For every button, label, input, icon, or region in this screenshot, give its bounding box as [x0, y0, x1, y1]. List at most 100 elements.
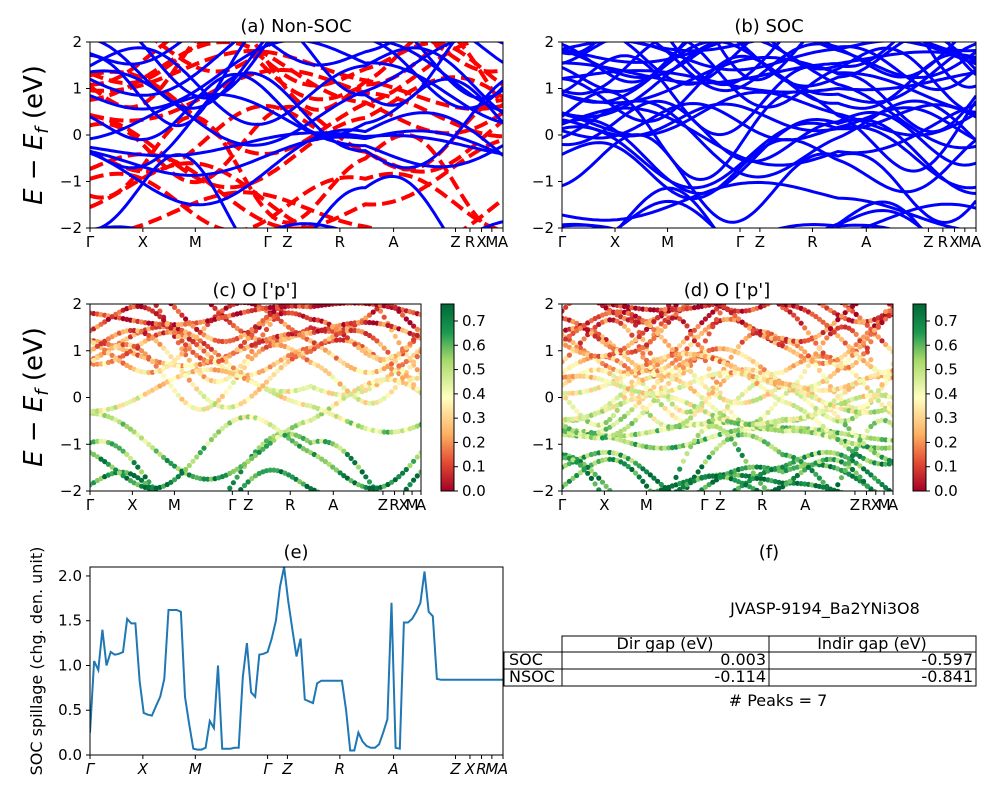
panel-d-band-point	[655, 478, 661, 484]
panel-c-band-point	[142, 438, 148, 444]
panel-b-xtick-label: A	[861, 233, 872, 251]
panel-d-band-point	[747, 267, 752, 272]
panel-d-band-point	[724, 432, 731, 438]
panel-a-ytick-label: 2	[72, 33, 82, 51]
panel-d-band-point	[692, 501, 697, 506]
panel-d-band-point	[828, 494, 833, 499]
panel-c-band-point	[271, 342, 277, 348]
panel-d-band-point	[853, 311, 859, 317]
panel-c-band-point	[319, 341, 325, 347]
panel-d-band-point	[762, 273, 767, 278]
panel-c-band-point	[371, 298, 376, 303]
panel-d-band-point	[691, 355, 698, 361]
panel-d-band-point	[615, 496, 620, 501]
panel-c-band-point	[168, 354, 174, 360]
panel-c-band-point	[201, 523, 206, 528]
panel-c-band-point	[135, 278, 140, 283]
panel-c-band-point	[168, 361, 174, 367]
panel-d-band-point	[688, 385, 694, 391]
panel-c-band-point	[289, 327, 295, 333]
panel-c-band-point	[172, 322, 178, 328]
panel-c-band-point	[197, 345, 203, 351]
panel-c-xtick-label: R	[389, 496, 399, 514]
panel-e-xtick-label: X	[137, 760, 149, 778]
panel-d-band-point	[842, 443, 848, 449]
panel-c-band-point	[179, 274, 184, 279]
panel-c-band-point	[183, 522, 188, 527]
panel-d-band-point	[673, 415, 679, 421]
panel-d-band-point	[876, 291, 881, 296]
panel-c-band-point	[355, 320, 362, 326]
panel-d-band-point	[677, 316, 683, 322]
panel-c-band-point	[355, 464, 362, 470]
panel-d-band-point	[670, 503, 675, 508]
panel-d-band-point	[626, 507, 631, 512]
panel-c-band-point	[127, 327, 134, 334]
panel-c-band-point	[223, 355, 229, 361]
panel-c-band-point	[154, 287, 159, 292]
panel-d-band-point	[883, 445, 889, 451]
panel-d-band-point	[890, 368, 893, 374]
panel-d-band-point	[651, 257, 656, 262]
panel-d-band-point	[780, 282, 785, 287]
panel-d-band-point	[747, 385, 753, 391]
panel-d-band-point	[673, 523, 678, 528]
panel-c-band-point	[275, 427, 281, 433]
panel-d-band-point	[633, 470, 639, 476]
panel-c-band-point	[168, 383, 174, 389]
panel-c-band-point	[91, 357, 97, 363]
panel-c-band-point	[385, 429, 391, 435]
panel-c-band-point	[179, 470, 185, 476]
panel-c-band-point	[396, 308, 402, 314]
panel-d-band-point	[876, 514, 881, 519]
colorbar-d-tick-label: 0.3	[934, 409, 958, 427]
panel-c-band-point	[127, 348, 134, 354]
panel-d-band-point	[827, 358, 834, 364]
panel-c-band-point	[404, 278, 409, 283]
panel-d-band-point	[821, 289, 826, 294]
panel-c-band-point	[414, 367, 420, 373]
panel-c-band-point	[194, 342, 200, 348]
panel-d-band-point	[614, 407, 620, 413]
panel-d-band-point	[610, 309, 617, 315]
panel-c-band-point	[260, 332, 266, 338]
panel-c-band-point	[113, 355, 119, 361]
colorbar-c-tick-label: 0.4	[462, 385, 486, 403]
panel-d-band-point	[783, 390, 789, 396]
panel-d-band-point	[614, 309, 620, 315]
panel-c-band-point	[138, 469, 145, 475]
panel-c-band-point	[333, 401, 339, 407]
panel-d-band-point	[703, 273, 708, 278]
panel-c-band-point	[278, 388, 284, 394]
panel-c-band-point	[95, 284, 100, 289]
panel-b-xtick-label: Γ	[736, 233, 745, 251]
panel-b-band-line	[562, 52, 976, 124]
panel-c-band-point	[418, 450, 421, 456]
panel-c-band-point	[252, 452, 259, 458]
panel-d-band-point	[563, 304, 569, 310]
panel-c-band-point	[208, 346, 214, 352]
panel-d-band-point	[761, 413, 767, 419]
panel-d-band-point	[824, 335, 830, 341]
panel-c-band-point	[381, 377, 387, 383]
panel-d-band-point	[669, 401, 675, 407]
panel-c-band-point	[157, 494, 162, 499]
panel-d-band-point	[651, 384, 657, 390]
panel-c-band-point	[161, 317, 167, 323]
panel-c-band-point	[172, 358, 178, 364]
panel-c-band-point	[341, 276, 346, 281]
panel-c-band-point	[249, 327, 255, 333]
panel-a-xtick-label: Γ	[263, 233, 272, 251]
panel-c-band-point	[341, 277, 346, 282]
panel-d-band-point	[633, 532, 638, 537]
panel-d-band-point	[585, 285, 590, 290]
panel-c-band-point	[201, 393, 207, 399]
panel-c-band-point	[344, 304, 350, 306]
panel-d-band-point	[714, 270, 719, 275]
panel-d-band-point	[754, 475, 760, 481]
panel-d-band-point	[739, 339, 745, 345]
panel-d-band-point	[820, 387, 826, 393]
panel-d-band-point	[662, 513, 667, 518]
panel-d-band-point	[696, 540, 701, 545]
panel-c-band-point	[98, 321, 104, 327]
